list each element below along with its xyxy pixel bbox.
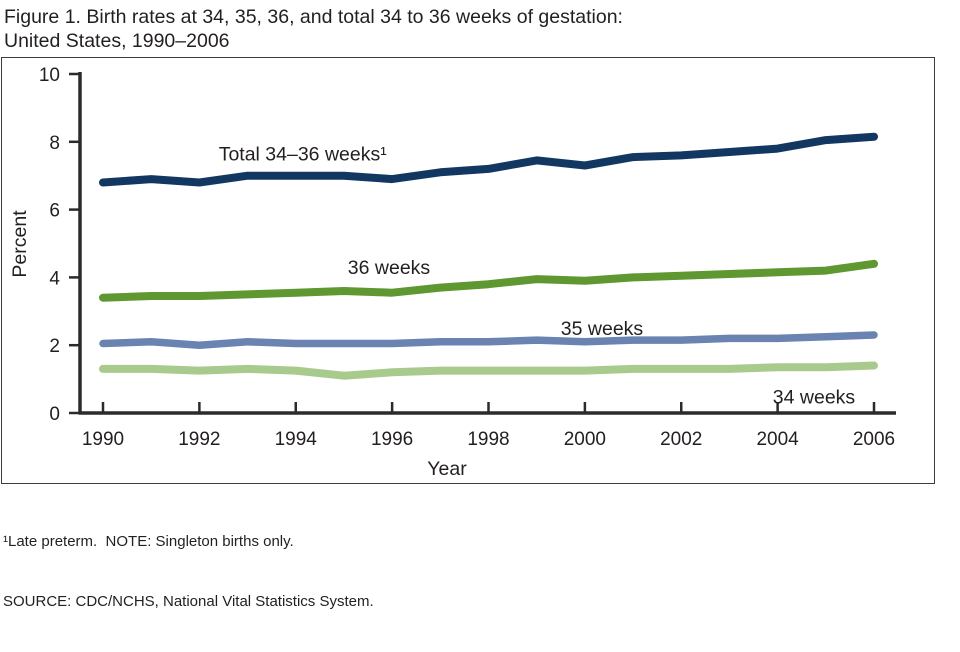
- series-line-36-weeks: [99, 259, 878, 302]
- y-tick-label: 6: [49, 201, 60, 222]
- y-tick-label: 2: [49, 336, 60, 357]
- x-tick-label: 2002: [660, 429, 702, 450]
- y-axis-title: Percent: [9, 210, 31, 278]
- chart-frame: 0 2 4 6 8 10 1990 1992 1994 1996 1998 2000 2002 2004 2…: [1, 57, 935, 484]
- figure-title-line2: United States, 1990–2006: [4, 30, 230, 52]
- series-labels: Total 34–36 weeks¹ 36 weeks 35 weeks 34 wee…: [219, 143, 856, 408]
- x-tick-label: 2006: [853, 429, 895, 450]
- figure-title: Figure 1. Birth rates at 34, 35, 36, and…: [4, 5, 623, 53]
- series-label-total-34-36-weeks: Total 34–36 weeks¹: [219, 143, 388, 165]
- figure-footnotes: ¹Late preterm. NOTE: Singleton births on…: [3, 492, 374, 652]
- x-tick-label: 1992: [178, 429, 220, 450]
- y-tick-label: 4: [49, 268, 60, 289]
- x-tick-label: 1994: [275, 429, 318, 450]
- line-chart: 0 2 4 6 8 10 1990 1992 1994 1996 1998 2000 2002 2004 2…: [9, 65, 896, 480]
- x-tick-label: 1990: [82, 429, 124, 450]
- axes: 0 2 4 6 8 10 1990 1992 1994 1996 1998 2000 2002 2004 2…: [39, 65, 896, 450]
- figure-title-line1: Figure 1. Birth rates at 34, 35, 36, and…: [4, 6, 623, 28]
- series-label-36-weeks: 36 weeks: [348, 257, 431, 279]
- series-line-35-weeks: [99, 331, 878, 349]
- x-axis-title: Year: [427, 458, 467, 480]
- x-tick-label: 2004: [756, 429, 799, 450]
- x-tick-label: 1996: [371, 429, 413, 450]
- series-lines: [99, 132, 878, 380]
- series-label-35-weeks: 35 weeks: [561, 318, 644, 340]
- x-tick-label: 1998: [467, 429, 509, 450]
- series-label-34-weeks: 34 weeks: [773, 387, 856, 409]
- y-tick-label: 10: [39, 65, 60, 86]
- y-tick-label: 8: [49, 133, 60, 154]
- series-line-total-34-36-weeks: [99, 132, 878, 187]
- x-tick-label: 2000: [564, 429, 606, 450]
- y-tick-label: 0: [49, 404, 60, 425]
- footnote-source: SOURCE: CDC/NCHS, National Vital Statist…: [3, 593, 374, 610]
- series-line-34-weeks: [99, 361, 878, 380]
- figure-container: Figure 1. Birth rates at 34, 35, 36, and…: [1, 5, 935, 610]
- footnote-late-preterm: ¹Late preterm. NOTE: Singleton births on…: [3, 533, 294, 550]
